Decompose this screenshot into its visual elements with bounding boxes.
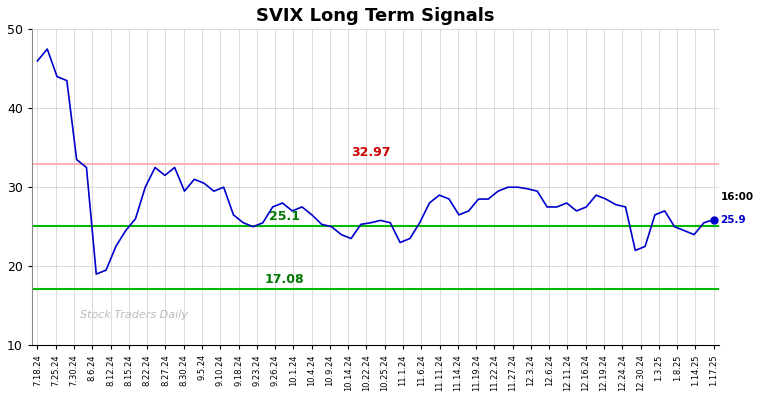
Text: 16:00: 16:00 bbox=[720, 193, 753, 203]
Text: 32.97: 32.97 bbox=[351, 146, 390, 159]
Text: 25.1: 25.1 bbox=[268, 210, 299, 222]
Text: 17.08: 17.08 bbox=[264, 273, 304, 286]
Title: SVIX Long Term Signals: SVIX Long Term Signals bbox=[256, 7, 495, 25]
Point bbox=[707, 217, 720, 223]
Text: 25.9: 25.9 bbox=[720, 215, 746, 224]
Text: Stock Traders Daily: Stock Traders Daily bbox=[80, 310, 188, 320]
